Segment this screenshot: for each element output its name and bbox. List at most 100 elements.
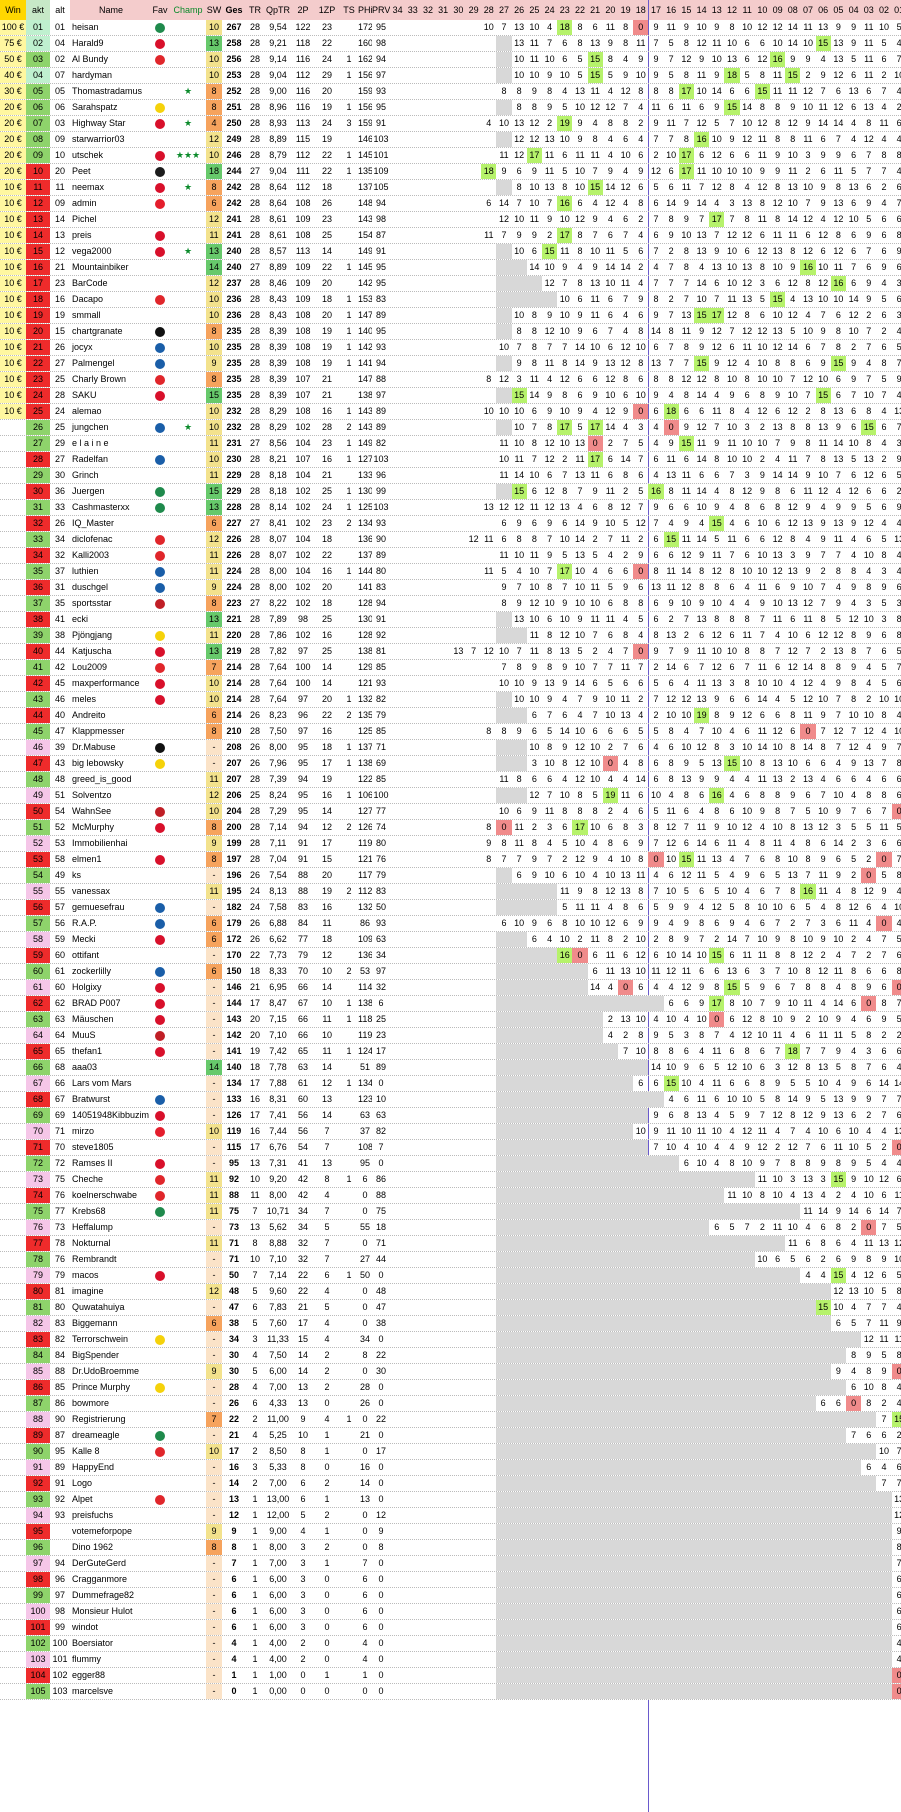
player-name[interactable]: 14051948Kibbuzim [72,1110,150,1120]
player-name[interactable]: Alpet [72,1494,93,1504]
player-name[interactable]: mirzo [72,1126,94,1136]
player-name[interactable]: Cashmasterxx [72,502,130,512]
player-name[interactable]: Cragganmore [72,1574,128,1584]
header-spieltag[interactable]: 02 [876,0,892,20]
player-name[interactable]: Registrierung [72,1414,126,1424]
player-name[interactable]: Dr.Mabuse [72,742,116,752]
header-spieltag[interactable]: 06 [815,0,831,20]
player-name[interactable]: luthien [72,566,99,576]
player-name[interactable]: Kalli2003 [72,550,110,560]
header-fav[interactable]: Fav [150,0,170,20]
header-spieltag[interactable]: 18 [633,0,649,20]
player-name[interactable]: HappyEnd [72,1462,115,1472]
header-spieltag[interactable]: 25 [526,0,542,20]
player-name[interactable]: Pjöngjang [72,630,113,640]
player-name[interactable]: bowmore [72,1398,110,1408]
header-alt[interactable]: alt [55,5,65,15]
player-name[interactable]: Dino 1962 [72,1542,114,1552]
player-name[interactable]: Ramses II [72,1158,113,1168]
player-name[interactable]: Dummefrage82 [72,1590,135,1600]
header-name[interactable]: Name [70,0,150,20]
player-name[interactable]: vanessax [72,886,111,896]
player-name[interactable]: Heffalump [72,1222,113,1232]
player-name[interactable]: ottifant [72,950,100,960]
player-name[interactable]: Dr.UdoBroemme [72,1366,140,1376]
player-name[interactable]: Thomastradamus [72,86,143,96]
header-spieltag[interactable]: 33 [405,0,421,20]
player-name[interactable]: Radelfan [72,454,109,464]
player-name[interactable]: R.A.P. [72,918,97,928]
header-spieltag[interactable]: 24 [542,0,558,20]
header-win[interactable]: Win [0,0,26,20]
header-spieltag[interactable]: 07 [800,0,816,20]
header-spieltag[interactable]: 26 [511,0,527,20]
header-ges[interactable]: Ges [222,0,246,20]
player-name[interactable]: windot [72,1622,99,1632]
header-spieltag[interactable]: 01 [891,0,901,20]
player-name[interactable]: Rembrandt [72,1254,117,1264]
player-name[interactable]: hardyman [72,70,113,80]
player-name[interactable]: big lebowsky [72,758,124,768]
player-name[interactable]: starwarrior03 [72,134,125,144]
player-name[interactable]: neemax [72,182,105,192]
player-name[interactable]: McMurphy [72,822,115,832]
header-spieltag[interactable]: 30 [450,0,466,20]
player-name[interactable]: sportsstar [72,598,112,608]
player-name[interactable]: Harald9 [72,38,104,48]
player-name[interactable]: Dacapo [72,294,104,304]
header-spieltag[interactable]: 15 [678,0,694,20]
player-name[interactable]: Boersiator [72,1638,114,1648]
player-name[interactable]: Peet [72,166,91,176]
player-name[interactable]: macos [72,1270,99,1280]
player-name[interactable]: admin [72,198,97,208]
player-name[interactable]: thefan1 [72,1046,103,1056]
player-name[interactable]: MuuS [72,1030,96,1040]
header-spieltag[interactable]: 11 [739,0,755,20]
player-name[interactable]: Cheche [72,1174,104,1184]
header-prv[interactable]: PRV [372,0,390,20]
player-name[interactable]: BarCode [72,278,108,288]
player-name[interactable]: Grinch [72,470,99,480]
player-name[interactable]: greed_is_good [72,774,132,784]
player-name[interactable]: Katjuscha [72,646,112,656]
player-name[interactable]: Sarahspatz [72,102,118,112]
player-name[interactable]: e l a i n e [72,438,109,448]
header-sw[interactable]: SW [206,0,222,20]
header-tr[interactable]: TR [246,0,264,20]
header-spieltag[interactable]: 32 [420,0,436,20]
player-name[interactable]: Prince Murphy [72,1382,131,1392]
player-name[interactable]: koelnerschwabe [72,1190,138,1200]
player-name[interactable]: DerGuteGerd [72,1558,127,1568]
header-akt[interactable]: akt [26,0,50,20]
player-name[interactable]: alemao [72,406,102,416]
header-spieltag[interactable]: 31 [435,0,451,20]
player-name[interactable]: zockerlilly [72,966,112,976]
player-name[interactable]: WahnSee [72,806,112,816]
player-name[interactable]: jocyx [72,342,93,352]
header-spieltag[interactable]: 34 [390,0,406,20]
player-name[interactable]: chartgranate [72,326,123,336]
player-name[interactable]: BRAD P007 [72,998,121,1008]
player-name[interactable]: ecki [72,614,89,624]
header-spieltag[interactable]: 14 [694,0,710,20]
player-name[interactable]: maxperformance [72,678,140,688]
header-spieltag[interactable]: 21 [587,0,603,20]
player-name[interactable]: votemeforpope [72,1526,133,1536]
player-name[interactable]: Klappmesser [72,726,125,736]
player-name[interactable]: Lars vom Mars [72,1078,132,1088]
header-qptr[interactable]: QpTR [264,0,292,20]
player-name[interactable]: Terrorschwein [72,1334,129,1344]
player-name[interactable]: steve1805 [72,1142,114,1152]
player-name[interactable]: Immobilienhai [72,838,128,848]
player-name[interactable]: Nokturnal [72,1238,111,1248]
header-champ[interactable]: Champ [170,0,206,20]
header-spieltag[interactable]: 28 [481,0,497,20]
player-name[interactable]: vega2000 [72,246,112,256]
header-spieltag[interactable]: 12 [724,0,740,20]
header-spieltag[interactable]: 13 [709,0,725,20]
player-name[interactable]: heisan [72,22,99,32]
player-name[interactable]: ks [72,870,81,880]
player-name[interactable]: Bratwurst [72,1094,111,1104]
player-name[interactable]: jungchen [72,422,109,432]
header-spieltag[interactable]: 27 [496,0,512,20]
